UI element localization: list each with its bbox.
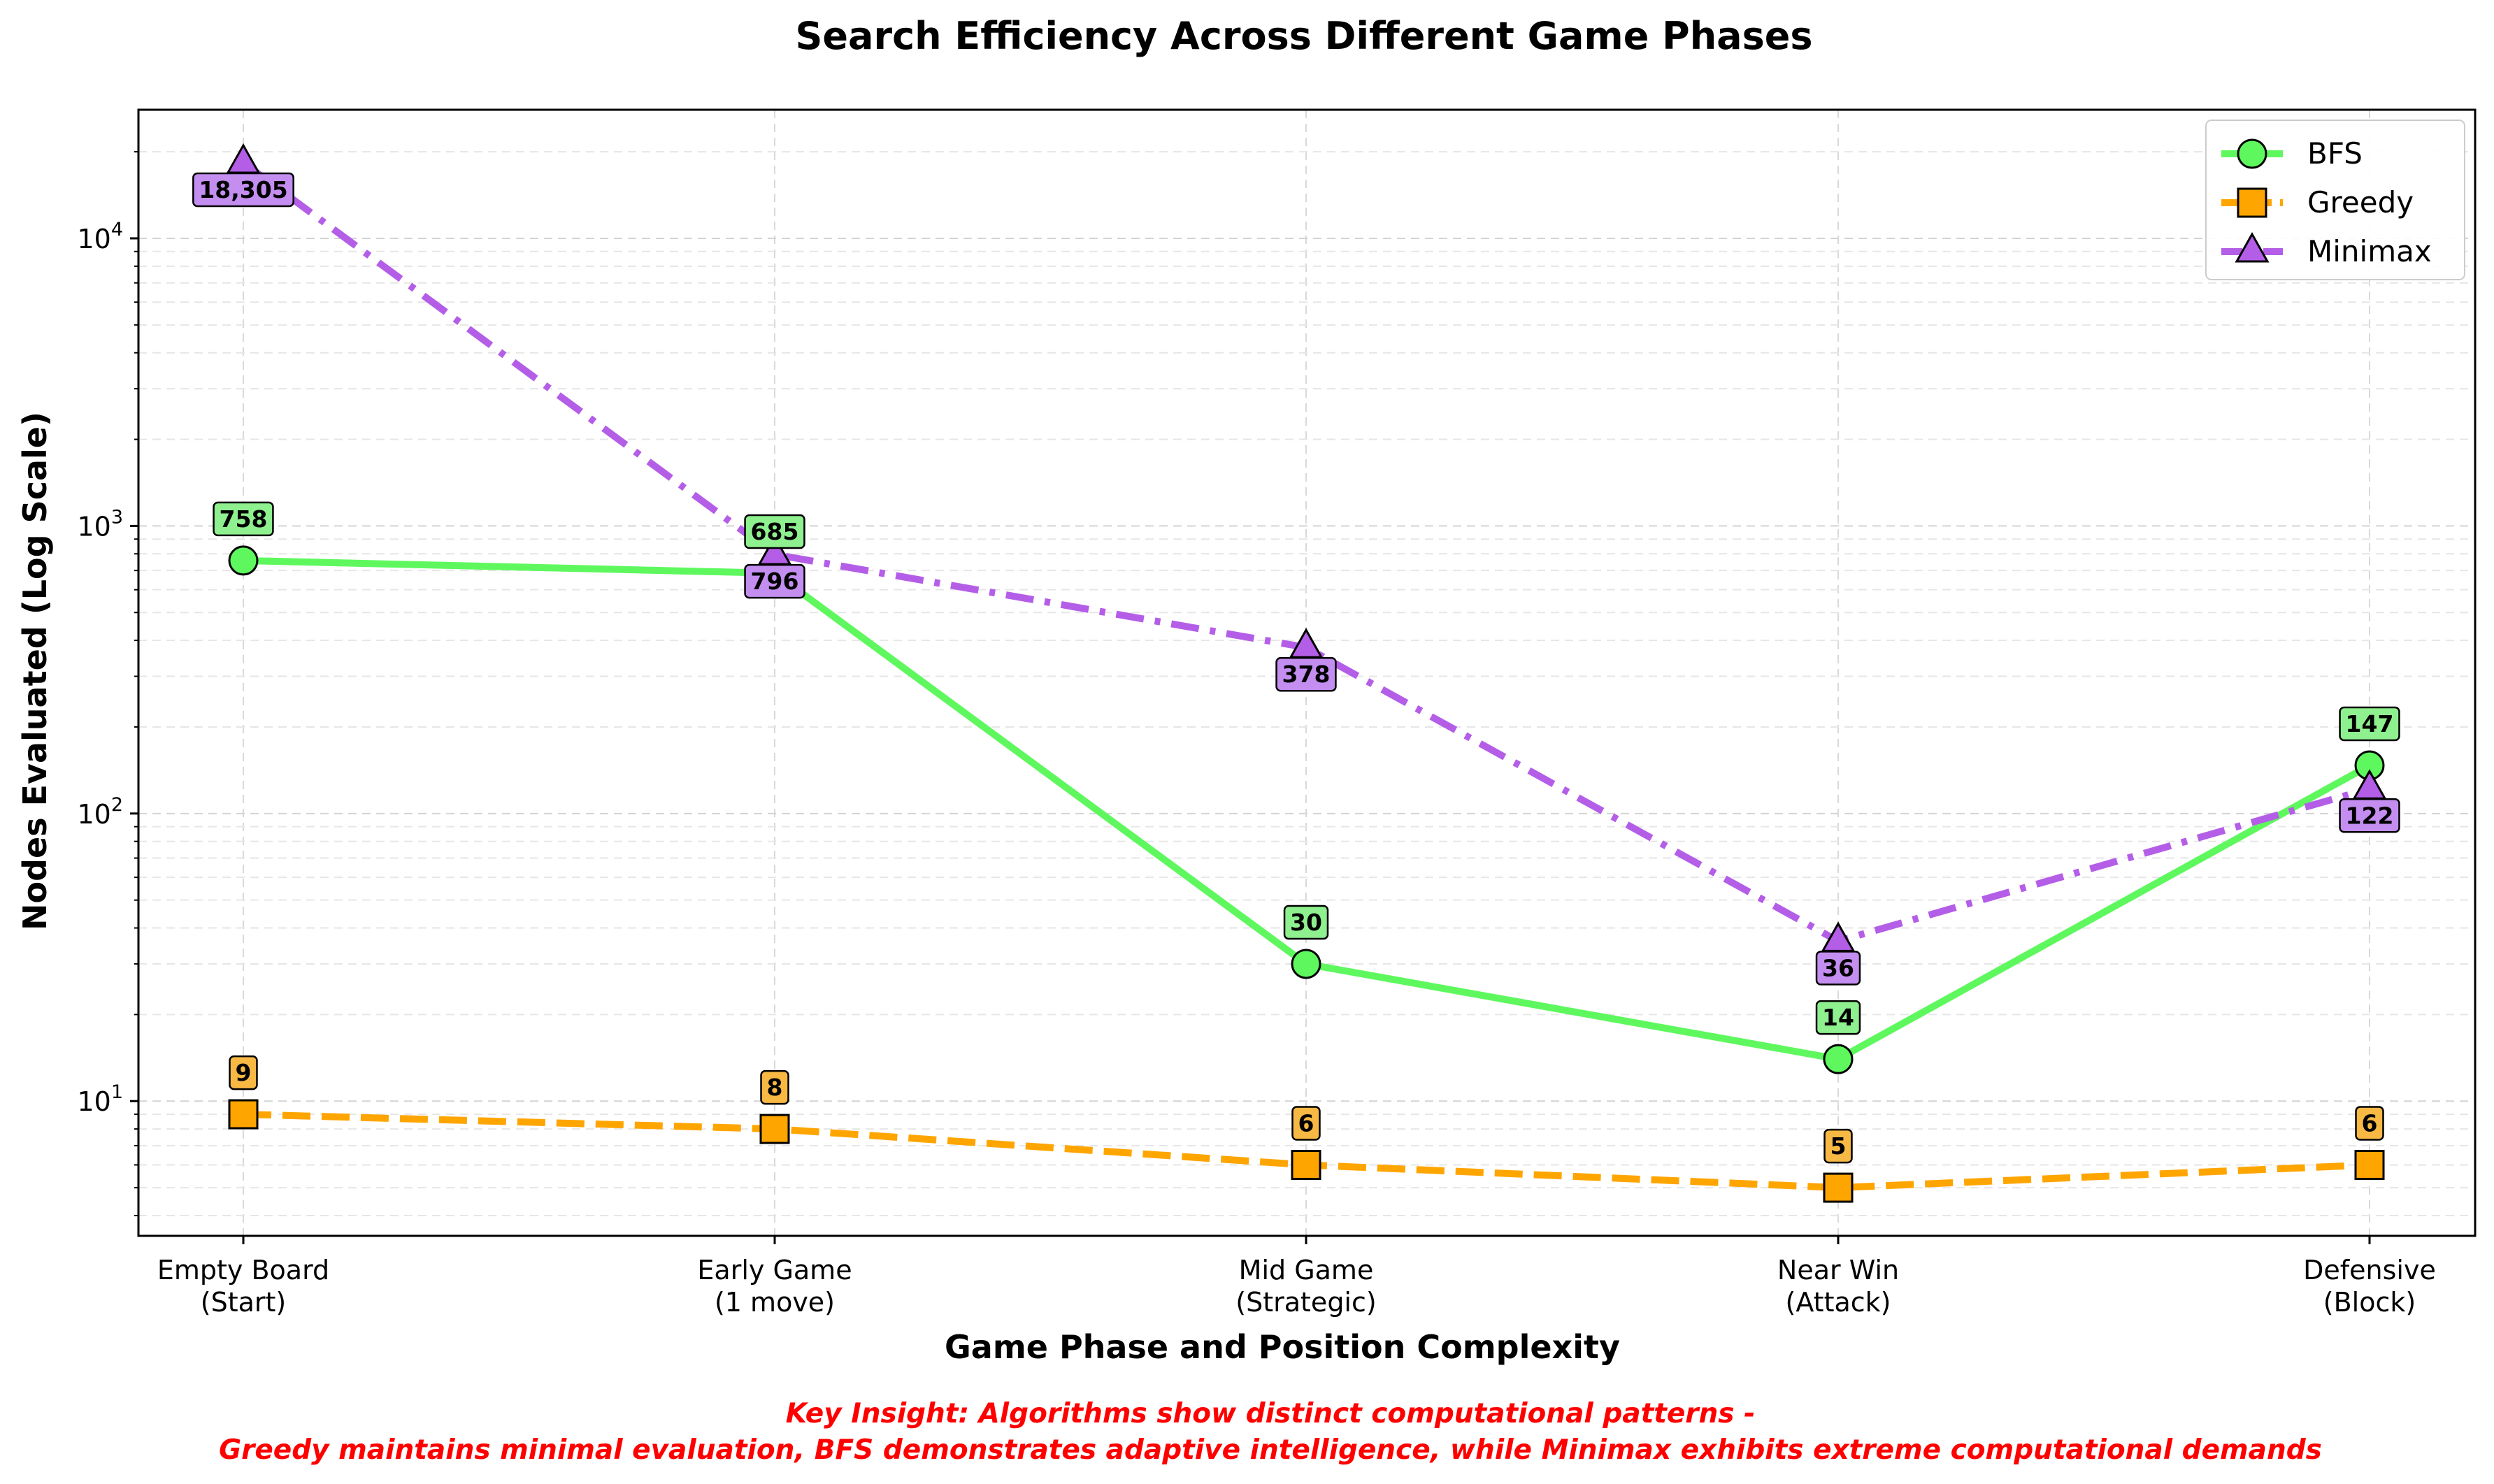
minimax-label-text: 796	[751, 568, 799, 595]
legend-greedy-label: Greedy	[2307, 185, 2414, 219]
y-tick-label: 104	[77, 219, 123, 254]
minimax-label-box	[744, 563, 805, 599]
bfs-data-label: 147	[2339, 706, 2400, 742]
legend-greedy-marker	[2237, 187, 2267, 218]
greedy-data-label: 5	[1823, 1128, 1853, 1164]
minimax-label-box	[1275, 656, 1337, 692]
legend-minimax-label: Minimax	[2307, 234, 2432, 268]
insight-line-1: Key Insight: Algorithms show distinct co…	[786, 1398, 1756, 1429]
bfs-label-box	[1815, 1000, 1861, 1035]
chart-title: Search Efficiency Across Different Game …	[796, 14, 1813, 58]
y-axis-ticks: 101 102 103 104	[77, 151, 138, 1216]
minimax-marker	[226, 143, 261, 174]
legend-frame	[2205, 120, 2465, 280]
minimax-data-label: 18,305	[192, 172, 294, 208]
bfs-label-text: 147	[2346, 710, 2394, 737]
greedy-label-text: 6	[1298, 1110, 1314, 1137]
greedy-label-box	[229, 1055, 258, 1090]
greedy-label-text: 5	[1830, 1132, 1847, 1160]
greedy-label-text: 9	[236, 1059, 252, 1086]
bfs-data-label: 14	[1815, 1000, 1861, 1035]
greedy-data-label: 6	[1291, 1106, 1321, 1141]
x-axis-ticks: Empty Board(Start) Early Game(1 move) Mid …	[157, 1236, 2436, 1318]
minimax-label-text: 18,305	[199, 176, 287, 203]
greedy-label-box	[1823, 1128, 1853, 1164]
legend: BFS Greedy Minimax	[2205, 120, 2465, 280]
bfs-label-text: 685	[751, 518, 799, 545]
bfs-label-box	[744, 514, 805, 549]
greedy-marker	[1823, 1172, 1854, 1203]
x-axis-label: Game Phase and Position Complexity	[945, 1328, 1620, 1366]
greedy-label-text: 8	[767, 1074, 783, 1101]
x-tick-label: Mid Game	[1239, 1255, 1374, 1285]
minimax-label-text: 378	[1282, 661, 1331, 688]
minimax-label-text: 122	[2346, 802, 2394, 829]
bfs-data-label: 30	[1283, 905, 1329, 940]
greedy-data-label: 6	[2355, 1106, 2384, 1141]
bfs-label-box	[1283, 905, 1329, 940]
greedy-label-box	[760, 1069, 789, 1105]
insight-line-2: Greedy maintains minimal evaluation, BFS…	[219, 1434, 2322, 1466]
bfs-data-label: 758	[213, 501, 274, 537]
bfs-label-box	[2339, 706, 2400, 742]
y-tick-label: 102	[77, 794, 123, 830]
greedy-marker	[2354, 1150, 2385, 1181]
greedy-data-label: 9	[229, 1055, 258, 1090]
minimax-data-label: 796	[744, 563, 805, 599]
y-tick-label: 103	[77, 506, 123, 542]
minimax-label-box	[192, 172, 294, 208]
y-tick-label: 101	[77, 1081, 123, 1117]
data-labels: 758 685 30 14 147 9 8 6 5 6 18,305 796 378 36 122	[192, 172, 2400, 1164]
bfs-marker	[1823, 1044, 1854, 1074]
series-markers	[226, 143, 2387, 1203]
x-tick-label: Empty Board	[157, 1255, 329, 1285]
x-tick-label: Defensive	[2303, 1255, 2436, 1285]
bfs-data-label: 685	[744, 514, 805, 549]
minimax-label-text: 36	[1822, 954, 1854, 981]
x-tick-label: (Strategic)	[1235, 1287, 1376, 1318]
x-tick-label: (Attack)	[1786, 1287, 1891, 1318]
bfs-label-text: 30	[1290, 909, 1322, 936]
greedy-marker	[1291, 1150, 1321, 1181]
minimax-label-box	[2339, 798, 2400, 833]
minimax-data-label: 122	[2339, 798, 2400, 833]
x-tick-label: Near Win	[1777, 1255, 1899, 1285]
greedy-label-box	[2355, 1106, 2384, 1141]
greedy-marker	[228, 1099, 259, 1130]
legend-bfs-label: BFS	[2307, 136, 2363, 171]
bfs-label-text: 758	[220, 505, 268, 533]
minimax-data-label: 378	[1275, 656, 1337, 692]
bfs-marker	[228, 545, 259, 576]
bfs-label-text: 14	[1822, 1004, 1854, 1031]
minimax-label-box	[1815, 951, 1861, 986]
greedy-data-label: 8	[760, 1069, 789, 1105]
x-tick-label: (Block)	[2323, 1287, 2416, 1318]
legend-bfs-marker	[2237, 138, 2267, 169]
bfs-label-box	[213, 501, 274, 537]
greedy-marker	[759, 1114, 790, 1144]
x-tick-label: (Start)	[201, 1287, 286, 1318]
legend-minimax-marker	[2235, 231, 2270, 263]
bfs-marker	[1291, 949, 1321, 979]
y-axis-label: Nodes Evaluated (Log Scale)	[16, 412, 54, 930]
x-tick-label: (1 move)	[715, 1287, 835, 1318]
greedy-label-text: 6	[2362, 1110, 2378, 1137]
x-tick-label: Early Game	[697, 1255, 852, 1285]
minimax-data-label: 36	[1815, 951, 1861, 986]
greedy-label-box	[1291, 1106, 1321, 1141]
